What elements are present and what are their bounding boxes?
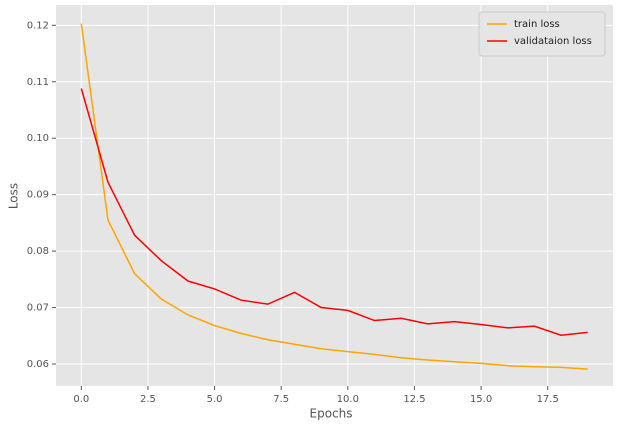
x-tick-label: 17.5	[537, 394, 559, 405]
y-axis-label: Loss	[7, 183, 21, 209]
y-tick-label: 0.10	[27, 133, 49, 144]
x-tick-label: 0.0	[73, 394, 89, 405]
x-tick-label: 15.0	[470, 394, 492, 405]
line-series	[80, 88, 588, 336]
x-axis-label: Epochs	[310, 407, 353, 421]
y-tick-label: 0.07	[27, 303, 49, 314]
x-tick-label: 7.5	[273, 394, 289, 405]
y-tick-label: 0.09	[27, 190, 49, 201]
legend-label: train loss	[514, 19, 560, 30]
x-tick-label: 5.0	[207, 394, 223, 405]
y-tick-label: 0.12	[27, 20, 49, 31]
y-tick-label: 0.11	[27, 77, 49, 88]
y-tick-label: 0.08	[27, 246, 49, 257]
plot-area	[56, 5, 613, 386]
x-tick-label: 12.5	[403, 394, 425, 405]
line-series	[80, 23, 588, 370]
x-tick-label: 2.5	[140, 394, 156, 405]
legend	[478, 11, 606, 57]
y-tick-label: 0.06	[27, 359, 49, 370]
x-tick-label: 10.0	[337, 394, 359, 405]
legend-label: validataion loss	[514, 36, 592, 47]
